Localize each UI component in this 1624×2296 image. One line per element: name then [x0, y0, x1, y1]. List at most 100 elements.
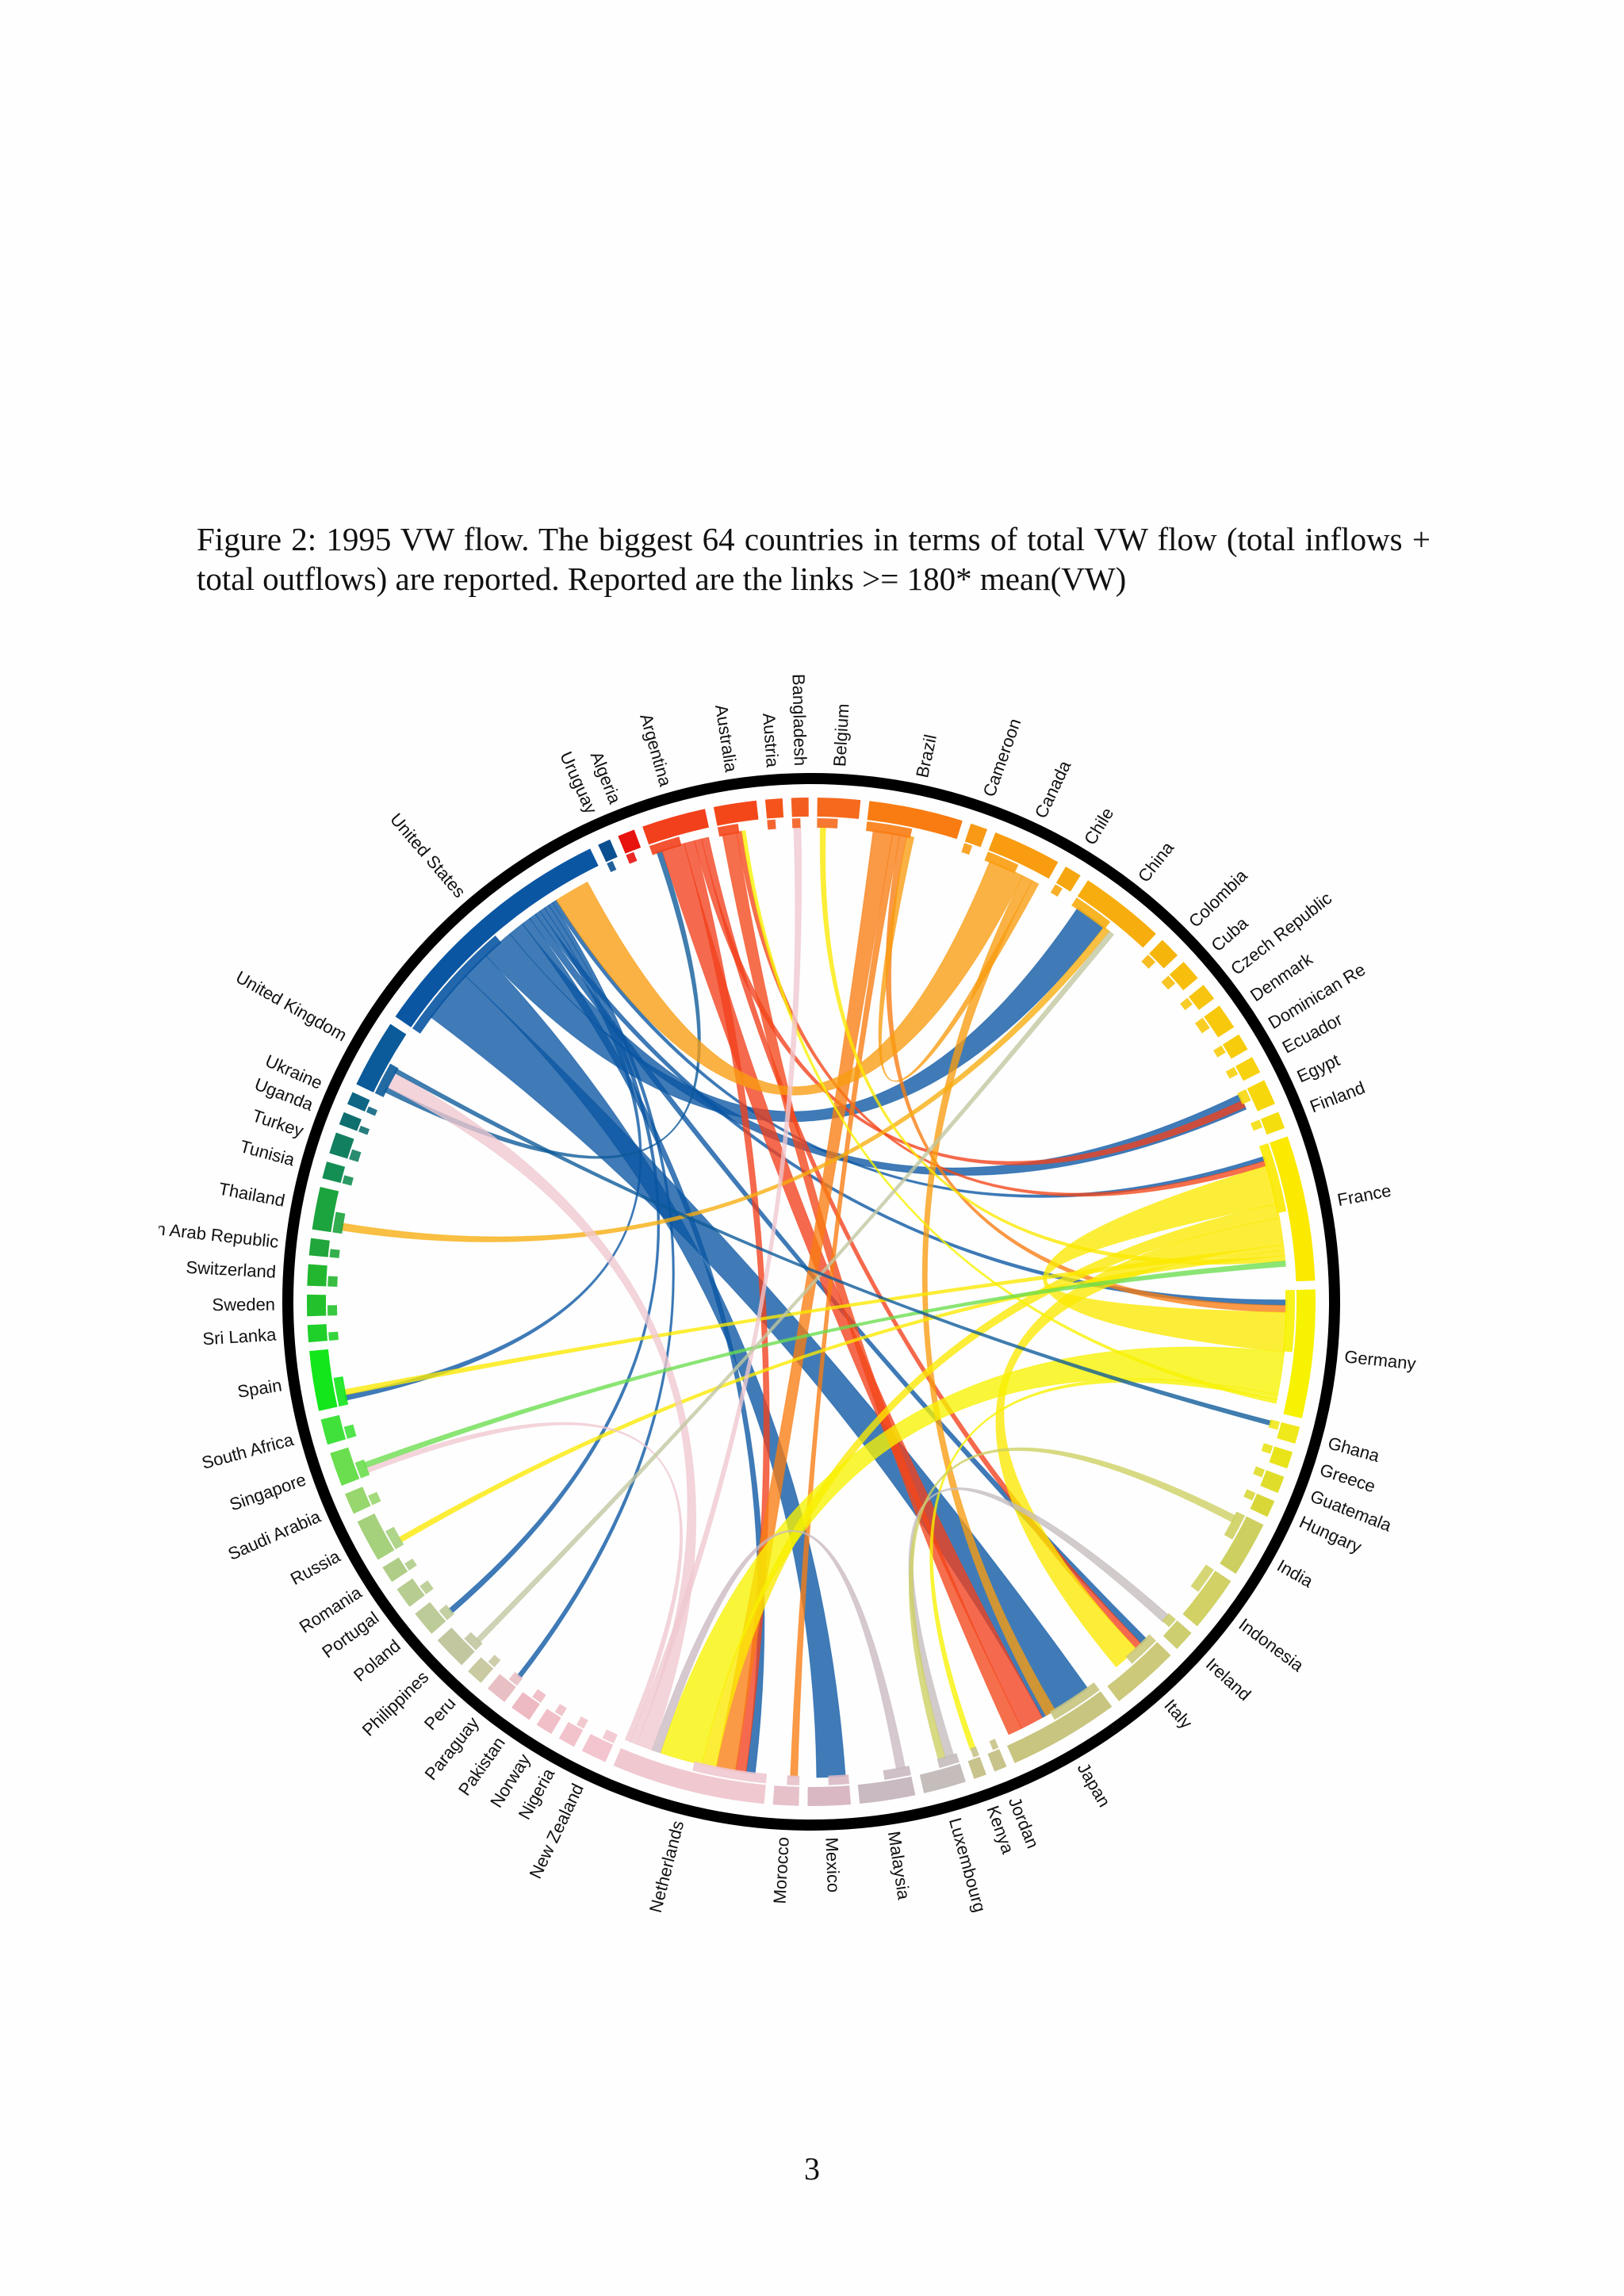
arc-thailand	[312, 1186, 339, 1233]
arc-stub-algeria	[626, 851, 638, 864]
label-thailand: Thailand	[217, 1179, 287, 1211]
arc-canada	[988, 832, 1059, 879]
label-south-africa: South Africa	[200, 1429, 297, 1473]
label-chile: Chile	[1080, 804, 1117, 848]
arc-stub-new-zealand	[602, 1729, 618, 1743]
label-australia: Australia	[711, 703, 741, 774]
arc-ukraine	[347, 1092, 370, 1112]
label-sri-lanka: Sri Lanka	[202, 1325, 278, 1349]
label-indonesia: Indonesia	[1235, 1614, 1308, 1676]
arc-stub-chile	[1050, 884, 1063, 897]
arc-france	[1270, 1136, 1316, 1282]
chord-ribbons	[340, 825, 1288, 1778]
arc-greece	[1269, 1446, 1293, 1469]
arc-stub-united-kingdom	[374, 1063, 399, 1097]
arc-uganda	[339, 1112, 362, 1131]
arc-stub-austria	[767, 819, 776, 830]
figure-caption: Figure 2: 1995 VW flow. The biggest 64 c…	[197, 521, 1431, 597]
arc-morocco	[772, 1785, 799, 1806]
arc-germany	[1283, 1289, 1316, 1419]
arc-austria	[764, 798, 784, 819]
label-syrian-arab-republic: Syrian Arab Republic	[159, 1215, 280, 1252]
ribbon-malaysia-to-netherlands	[651, 1529, 906, 1770]
arc-switzerland	[307, 1264, 327, 1287]
arc-stub-malaysia	[883, 1766, 911, 1780]
arc-dominican-republic	[1222, 1034, 1248, 1059]
ribbon-germany-to-australia	[741, 830, 1277, 1404]
arc-stub-luxembourg	[936, 1753, 959, 1769]
arc-stub-south-africa	[343, 1424, 357, 1439]
label-cameroon: Cameroon	[979, 716, 1025, 799]
arc-stub-egypt	[1237, 1089, 1251, 1105]
arc-sri-lanka	[307, 1324, 327, 1343]
arc-stub-spain	[333, 1376, 349, 1407]
label-mexico: Mexico	[822, 1837, 843, 1893]
country-arcs	[282, 773, 1340, 1831]
arc-tunisia	[322, 1161, 346, 1184]
arc-spain	[309, 1349, 338, 1411]
arc-brazil	[867, 801, 963, 840]
arc-stub-switzerland	[327, 1276, 338, 1287]
outer-ring	[282, 773, 1340, 1831]
arc-stub-russia	[385, 1526, 404, 1550]
arc-ghana	[1277, 1422, 1300, 1444]
arc-stub-sweden	[327, 1305, 338, 1316]
label-argentina: Argentina	[636, 711, 676, 789]
arc-finland	[1260, 1112, 1285, 1135]
label-bangladesh: Bangladesh	[788, 674, 810, 767]
label-switzerland: Switzerland	[186, 1257, 277, 1282]
arc-romania	[382, 1557, 408, 1582]
arc-mexico	[807, 1785, 852, 1806]
arc-stub-ghana	[1268, 1419, 1280, 1430]
arc-stub-jordan	[989, 1739, 999, 1751]
arc-malaysia	[857, 1776, 916, 1804]
label-united-states: United States	[386, 809, 469, 901]
label-japan: Japan	[1074, 1759, 1115, 1810]
label-spain: Spain	[236, 1375, 284, 1402]
arc-stub-thailand	[332, 1211, 346, 1234]
label-peru: Peru	[420, 1693, 460, 1734]
label-italy: Italy	[1160, 1696, 1196, 1733]
arc-cuba	[1169, 962, 1198, 991]
arc-stub-kenya	[970, 1746, 979, 1758]
label-luxembourg: Luxembourg	[945, 1816, 990, 1915]
arc-stub-romania	[404, 1558, 417, 1571]
label-india: India	[1274, 1556, 1316, 1592]
arc-stub-argentina	[649, 836, 682, 855]
arc-norway	[536, 1709, 561, 1735]
arc-stub-uganda	[358, 1125, 370, 1135]
arc-stub-philippines	[464, 1632, 483, 1651]
arc-belgium	[817, 798, 861, 819]
label-sweden: Sweden	[212, 1295, 275, 1315]
arc-stub-singapore	[354, 1459, 370, 1479]
arc-australia	[713, 800, 759, 826]
arc-guatemala	[1260, 1470, 1285, 1494]
arc-stub-colombia	[1141, 955, 1156, 969]
label-brazil: Brazil	[912, 733, 940, 779]
arc-poland	[415, 1601, 446, 1634]
arc-czech-republic	[1188, 985, 1215, 1010]
arc-stub-china	[1071, 897, 1111, 930]
arc-stub-australia	[717, 824, 740, 837]
arc-ecuador	[1235, 1057, 1261, 1081]
arc-stub-morocco	[787, 1775, 800, 1785]
arc-stub-paraguay	[508, 1671, 523, 1686]
label-morocco: Morocco	[770, 1836, 793, 1904]
arc-stub-denmark	[1194, 1017, 1210, 1034]
arc-stub-cameroon	[961, 843, 973, 855]
arc-stub-czech-republic	[1180, 997, 1193, 1011]
arc-philippines	[437, 1627, 475, 1666]
label-singapore: Singapore	[227, 1469, 308, 1514]
label-ghana: Ghana	[1326, 1433, 1382, 1466]
arc-portugal	[396, 1578, 425, 1607]
arc-stub-portugal	[419, 1580, 434, 1594]
page-number: 3	[804, 2151, 820, 2187]
arc-nigeria	[558, 1721, 584, 1747]
ribbon-philippines-to-china	[475, 930, 1115, 1644]
label-netherlands: Netherlands	[645, 1819, 688, 1915]
arc-egypt	[1247, 1080, 1275, 1112]
label-ireland: Ireland	[1202, 1654, 1255, 1705]
arc-stub-mexico	[828, 1774, 850, 1785]
